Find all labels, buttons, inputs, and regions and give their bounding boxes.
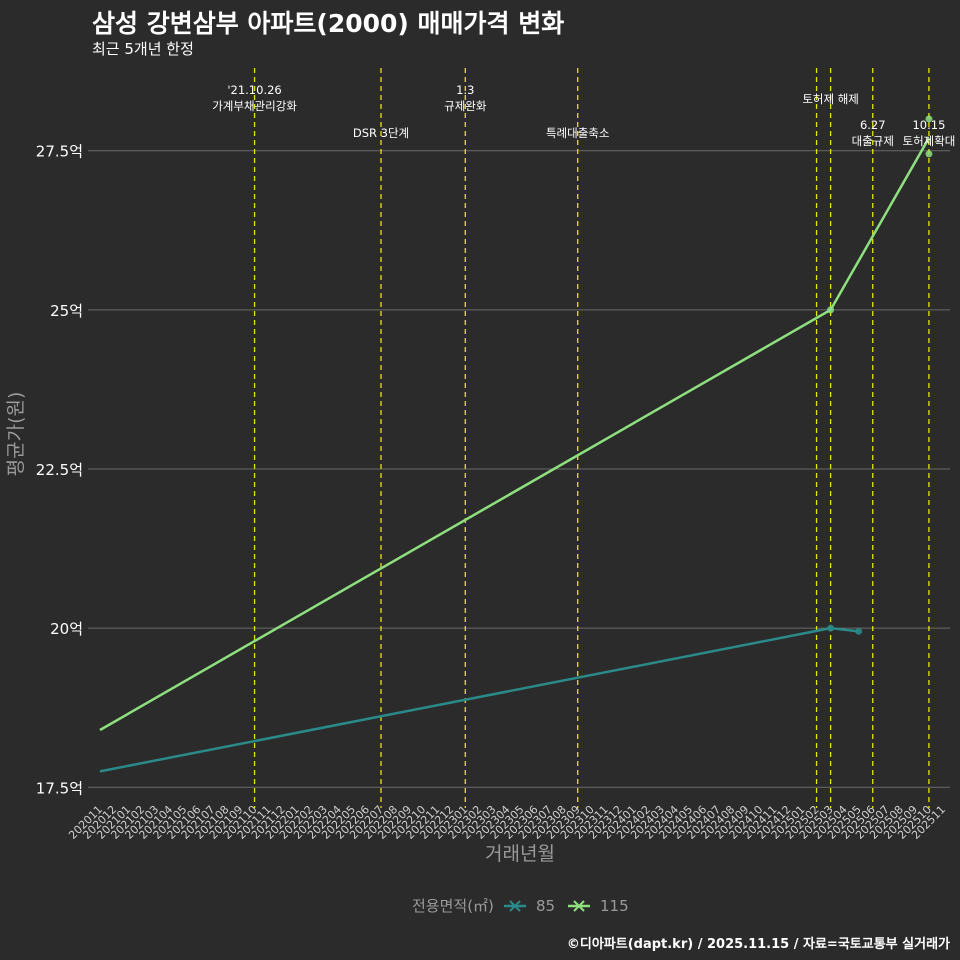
event-label: 특례대출축소: [546, 126, 609, 140]
event-label: 가계부채관리강화: [212, 99, 297, 113]
chart-subtitle: 최근 5개년 한정: [92, 40, 194, 58]
y-tick-label: 22.5억: [36, 461, 83, 479]
data-point-115: [925, 115, 933, 123]
y-tick-label: 17.5억: [36, 779, 83, 797]
event-label: 규제완화: [444, 99, 487, 113]
data-point-85: [855, 627, 863, 635]
event-label: 대출규제: [852, 134, 894, 148]
legend-swatch-cross: [573, 900, 585, 912]
data-point-85: [827, 624, 835, 632]
chart-title: 삼성 강변삼부 아파트(2000) 매매가격 변화: [92, 9, 565, 38]
y-axis-title: 평균가(원): [5, 392, 27, 477]
event-label: 10.15: [912, 118, 945, 132]
legend-swatch-cross: [509, 900, 521, 912]
series-line-85: [99, 626, 859, 773]
legend-label: 85: [536, 897, 555, 915]
data-point-115: [925, 150, 933, 158]
event-label: 토허제확대: [902, 134, 955, 148]
event-label: '21.10.26: [227, 83, 281, 97]
data-point-115: [827, 306, 835, 314]
event-label: 6.27: [860, 118, 886, 132]
y-tick-label: 20억: [50, 620, 83, 638]
y-tick-label: 25억: [50, 302, 83, 320]
series-line-115: [99, 137, 931, 732]
event-label: 토허제 해제: [802, 92, 859, 106]
event-label: DSR 3단계: [353, 126, 409, 140]
x-axis-title: 거래년월: [485, 843, 555, 865]
source-caption: ©디아파트(dapt.kr) / 2025.11.15 / 자료=국토교통부 실…: [566, 937, 950, 952]
legend-label: 115: [600, 897, 629, 915]
y-tick-label: 27.5억: [36, 143, 83, 161]
legend-title: 전용면적(㎡): [412, 897, 494, 915]
event-label: 1.3: [456, 83, 474, 97]
